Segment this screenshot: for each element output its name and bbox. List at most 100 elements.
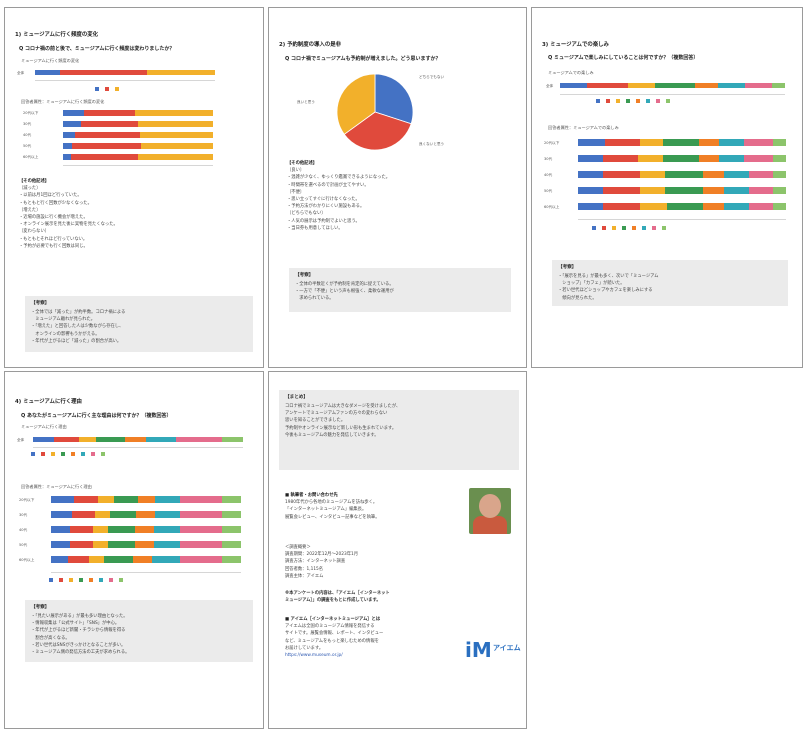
bar-segment: [748, 187, 774, 194]
bar-segment: [702, 171, 724, 178]
pie-slice: [343, 111, 412, 151]
bar-segment: [81, 121, 138, 127]
bar-segment: [153, 541, 181, 548]
bar-segment: [151, 556, 181, 563]
bar-segment: [139, 132, 213, 138]
bar-segment: [771, 83, 785, 88]
insight-heading: 【考察】: [295, 273, 314, 278]
bar-segment: [92, 526, 108, 533]
pie-slice: [374, 73, 414, 125]
comment-line: 〔不便〕: [287, 189, 305, 195]
site-line: サイトです。展覧会情報、レポート、インタビュー: [285, 631, 384, 637]
row-label: 全体: [17, 438, 25, 442]
survey-line: 回答者数：1,115名: [285, 566, 324, 572]
row-label: 20代以下: [544, 141, 560, 145]
row-label: 50代: [23, 144, 32, 148]
axis-line: [560, 94, 785, 95]
row-label: 20代以下: [19, 498, 35, 502]
bar-segment: [63, 121, 81, 127]
chart-caption: ミュージアムに行く頻度の変化: [21, 58, 80, 63]
bar-segment: [744, 155, 774, 162]
bar-segment: [587, 83, 628, 88]
insight-line: ・ミュージアム側の発信方法の工夫が求められる。: [31, 650, 130, 656]
section-title: 1) ミュージアムに行く頻度の変化: [15, 32, 99, 38]
row-label: 40代: [544, 173, 553, 177]
bar-segment: [70, 541, 93, 548]
bar-segment: [578, 203, 603, 210]
bar-segment: [640, 203, 668, 210]
bar-segment: [180, 511, 222, 518]
bar-segment: [578, 155, 603, 162]
bar-segment: [578, 187, 603, 194]
section-title: 2) 予約制度の導入の是非: [279, 42, 341, 48]
chart-caption: ミュージアムでの楽しみ: [548, 70, 594, 75]
stacked-bar: [51, 496, 241, 503]
survey-line: 調査方法：インターネット調査: [285, 559, 346, 565]
insight-heading: 【考察】: [31, 301, 50, 306]
insight-line: ・「見たい展示がある」が最も多い理由となった。: [31, 614, 128, 619]
bar-segment: [578, 171, 603, 178]
comment-line: ・以前は月1回ほど行っていた。: [19, 193, 82, 199]
stacked-bar: [578, 139, 786, 146]
bar-segment: [95, 437, 126, 442]
comment-line: 〔増えた〕: [19, 207, 41, 213]
comments-heading: 【その他記述】: [19, 179, 50, 184]
bar-segment: [640, 187, 666, 194]
comment-line: ・時間帯を選べるので計画が立てやすい。: [287, 182, 369, 188]
author-line: 「インターネットミュージアム」編集長。: [285, 507, 367, 513]
insight-line: ・全体の半数近くが予約制を肯定的に捉えている。: [295, 282, 394, 287]
summary-line: コロナ禍でミュージアムは大きなダメージを受けましたが、: [285, 404, 401, 409]
bar-segment: [602, 171, 641, 178]
comment-line: 〔減った〕: [19, 186, 41, 192]
comment-line: ・もともとそれほど行っていない。: [19, 236, 88, 242]
comment-line: ・近場の施設に行く機会が増えた。: [19, 215, 88, 221]
survey-heading: ＜調査概要＞: [285, 545, 311, 550]
insight-box: 【考察】 ・「展示を見る」が最も多く、次いで「ミュージアム ショップ」「カフェ」…: [552, 260, 788, 306]
insight-heading: 【考察】: [558, 265, 577, 270]
bar-segment: [698, 139, 720, 146]
question: Q コロナ禍でミュージアムも予約制が増えました。どう思いますか？: [285, 56, 441, 62]
insight-line: ・全体では「減った」が約半数。コロナ禍による: [31, 310, 126, 315]
pie-chart: [336, 73, 414, 151]
site-url[interactable]: https://www.museum.or.jp/: [285, 653, 343, 659]
stacked-bar: [51, 526, 241, 533]
row-label: 30代: [23, 122, 32, 126]
survey-overview: ＜調査概要＞ 調査期間：2022年12月～2023年1月 調査方法：インターネッ…: [285, 544, 358, 580]
bar-segment: [665, 171, 703, 178]
bar-segment: [107, 541, 135, 548]
report-page-4: 4) ミュージアムに行く理由 Q あなたがミュージアムに行く主な理由は何ですか？…: [4, 371, 264, 729]
site-line: アイエムは全国のミュージアム情報を発信する: [285, 624, 375, 630]
bar-segment: [104, 556, 133, 563]
insight-line: ・年代が上がるほど「減った」の割合が高い。: [31, 338, 122, 344]
comment-line: ・人気の展示は予約制でよいと思う。: [287, 218, 360, 224]
insight-line: ショップ」「カフェ」が続いた。: [558, 281, 625, 287]
row-label: 全体: [17, 71, 25, 75]
summary-box: 【まとめ】 コロナ禍でミュージアムは大きなダメージを受けましたが、 アンケートで…: [279, 390, 519, 470]
report-page-2: 2) 予約制度の導入の是非 Q コロナ禍でミュージアムも予約制が増えました。どう…: [268, 7, 527, 368]
bar-segment: [63, 110, 84, 116]
bar-segment: [773, 155, 786, 162]
bar-segment: [723, 187, 749, 194]
comment-line: ・もともと行く回数が少なくなった。: [19, 200, 92, 206]
comment-line: ・混雑が少なく、ゆっくり鑑賞できるようになった。: [287, 175, 391, 181]
bar-segment: [51, 496, 74, 503]
bar-segment: [180, 496, 222, 503]
author-line: 1980年代から各地のミュージアムを訪ね歩く。: [285, 500, 378, 506]
site-block: ■ アイエム［インターネットミュージアム］とは アイエムは全国のミュージアム情報…: [285, 616, 383, 659]
axis-line: [51, 572, 241, 573]
bar-segment: [773, 203, 786, 210]
bar-segment: [138, 496, 156, 503]
pie-label: 良いと思う: [297, 100, 315, 104]
comment-line: ・予約が必要でも行く回数は同じ。: [19, 243, 88, 249]
bar-segment: [141, 143, 213, 149]
author-photo: [469, 488, 511, 534]
survey-line: 調査主体：アイエム: [285, 573, 324, 579]
note-line: ※本アンケートの内容は、「アイエム［インターネット: [285, 591, 390, 596]
insight-line: ミュージアム離れが見られた。: [31, 317, 96, 323]
bar-segment: [221, 437, 243, 442]
bar-segment: [71, 511, 95, 518]
comment-line: ・オンライン展示を見た後に実物を見たくなった。: [19, 222, 118, 228]
chart-caption: 回答者属性：ミュージアムに行く頻度の変化: [21, 99, 105, 104]
note-line: ミュージアム］」の調査をもとに作成しています。: [285, 598, 381, 604]
insight-line: ・「増えた」と回答した人は少数ながら存在し、: [31, 324, 124, 330]
